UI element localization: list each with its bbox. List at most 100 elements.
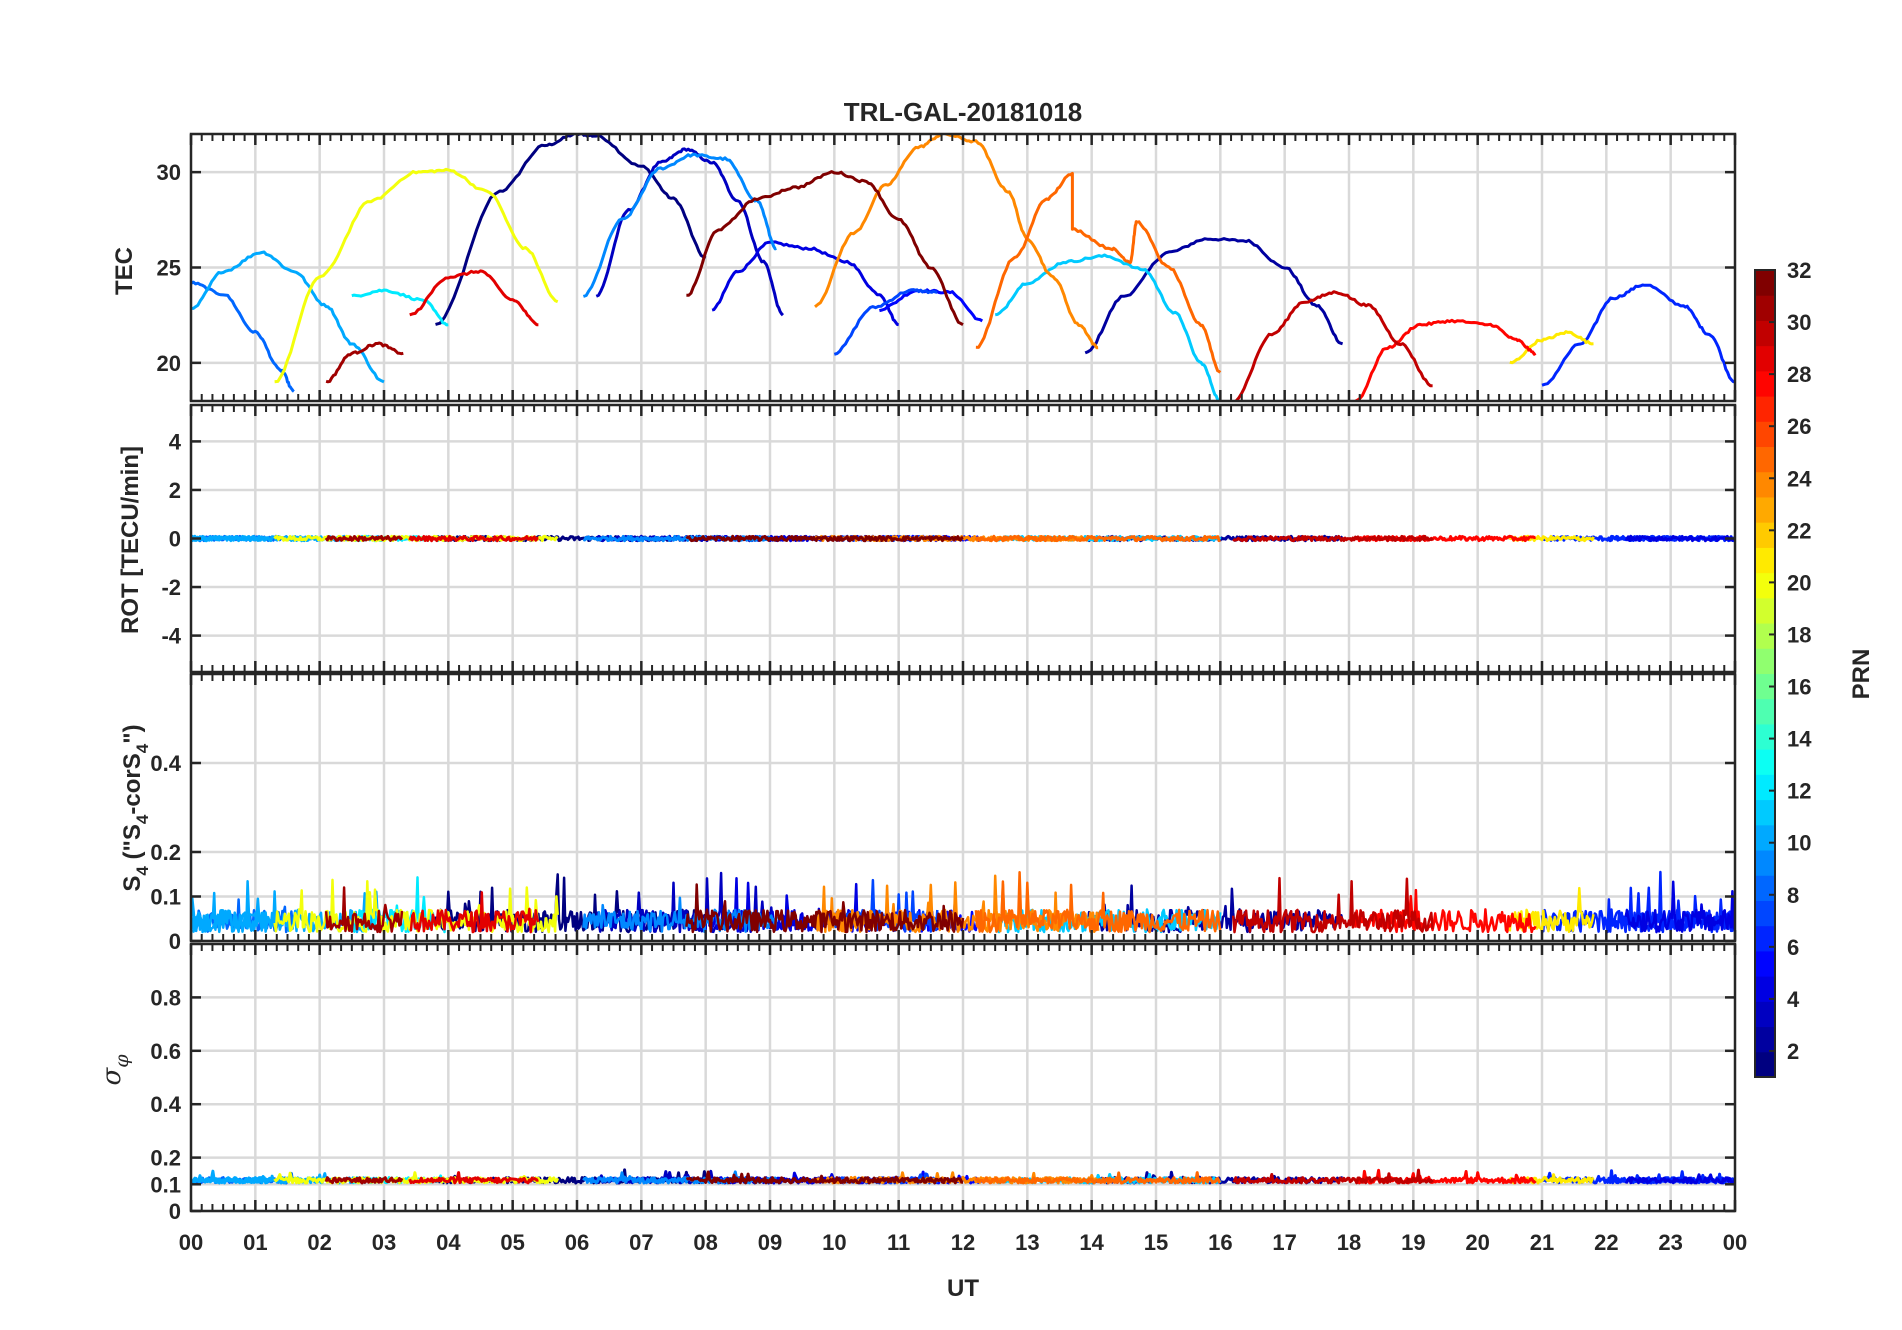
x-tick-label: 20	[1465, 1230, 1489, 1255]
x-axis-label: UT	[947, 1275, 979, 1302]
sigma-series-prn-30	[1232, 1168, 1434, 1185]
tec-series-prn-30	[1232, 290, 1433, 401]
colorbar-segment	[1755, 925, 1775, 952]
colorbar-segment	[1755, 850, 1775, 876]
colorbar-segment	[1755, 396, 1775, 422]
x-tick-label: 09	[758, 1230, 782, 1255]
x-tick-label: 00	[179, 1230, 203, 1255]
sigma-series-prn-31	[324, 1176, 404, 1185]
colorbar-segment	[1755, 295, 1775, 321]
s4-series-group	[191, 870, 1735, 934]
colorbar-segment	[1755, 673, 1775, 700]
tec-ytick-label: 30	[157, 160, 181, 185]
colorbar-segment	[1755, 345, 1775, 372]
sigma-ytick-label: 0	[169, 1199, 181, 1224]
sigma-series-prn-10	[191, 1174, 269, 1185]
rot-ytick-label: 4	[169, 429, 182, 454]
x-tick-label: 17	[1272, 1230, 1296, 1255]
tec-series-prn-24	[814, 134, 1099, 350]
colorbar-segment	[1755, 1001, 1775, 1028]
rot-ytick-label: -2	[161, 575, 181, 600]
tec-ylabel: TEC	[111, 247, 138, 295]
x-tick-labels: 00 01 02 03 04 05 06 07 08 09 10 11 12 13 14 15 16 17 18 19…	[179, 1230, 1747, 1255]
tec-series-prn-28	[1354, 318, 1537, 401]
colorbar-tick-label: 10	[1787, 831, 1811, 856]
rot-ytick-label: -4	[161, 624, 181, 649]
tec-series-prn-2	[1084, 237, 1344, 355]
tec-series-prn-32	[686, 170, 964, 327]
x-tick-label: 02	[307, 1230, 331, 1255]
s4-series-prn-10	[191, 890, 384, 934]
sigma-ytick-label: 0.2	[150, 1146, 181, 1171]
rot-series-prn-10	[191, 534, 268, 543]
sigma-series-prn-4	[1624, 1173, 1735, 1185]
colorbar-tick-label: 32	[1787, 258, 1811, 283]
colorbar-segment	[1755, 370, 1775, 397]
rot-series-prn-31	[324, 534, 404, 542]
s4-series-prn-25	[974, 870, 1222, 934]
chart-title: TRL-GAL-20181018	[844, 97, 1082, 127]
s4-series-prn-10	[191, 880, 269, 934]
s4-series-prn-21	[1508, 886, 1595, 934]
sigma-ylabel: σφ	[97, 1054, 133, 1086]
tec-ytick-label: 20	[157, 351, 181, 376]
rot-series-prn-29	[408, 534, 539, 543]
colorbar-tick-label: 4	[1787, 987, 1800, 1012]
sigma-panel: 00.10.2 0.4 0.6 0.8	[150, 942, 1737, 1224]
x-tick-label: 08	[693, 1230, 717, 1255]
colorbar-label: PRN	[1848, 649, 1875, 700]
s4-series-prn-32	[685, 883, 965, 934]
tec-series-prn-7	[833, 288, 938, 356]
sigma-series-prn-32	[685, 1170, 964, 1185]
x-tick-label: 03	[372, 1230, 396, 1255]
colorbar-segment	[1755, 976, 1775, 1002]
tec-series-prn-11	[994, 253, 1222, 401]
colorbar-segment	[1755, 875, 1775, 901]
colorbar-segment	[1755, 1026, 1775, 1053]
sigma-series-prn-29	[408, 1171, 539, 1185]
x-tick-label: 16	[1208, 1230, 1232, 1255]
colorbar-tick-label: 18	[1787, 622, 1811, 647]
colorbar-frame	[1754, 269, 1776, 1078]
s4-series-prn-29	[409, 891, 540, 934]
sigma-ytick-label: 0.6	[150, 1039, 181, 1064]
colorbar-segment	[1755, 320, 1775, 347]
s4-ylabel: S4 ("S4-corS4")	[119, 724, 152, 891]
rot-ytick-label: 2	[169, 478, 181, 503]
colorbar-segment	[1755, 547, 1775, 574]
colorbar-tick-label: 28	[1787, 362, 1811, 387]
s4-series-prn-30	[1231, 876, 1434, 934]
s4-panel: 0 0.1 0.2 0.4	[150, 672, 1737, 954]
tec-series-prn-10	[191, 250, 385, 384]
tec-series-prn-20	[274, 167, 559, 384]
tec-series-prn-29	[409, 269, 539, 327]
s4-ytick-label: 0.1	[150, 885, 181, 910]
x-tick-label: 14	[1079, 1230, 1104, 1255]
x-tick-label: 12	[951, 1230, 975, 1255]
rot-series-group	[191, 534, 1735, 543]
x-tick-label: 10	[822, 1230, 846, 1255]
s4-series-prn-1	[434, 873, 707, 934]
colorbar-tick-label: 8	[1787, 883, 1799, 908]
rot-ytick-label: 0	[169, 527, 181, 552]
colorbar-tick-label: 22	[1787, 518, 1811, 543]
colorbar-tick-label: 16	[1787, 675, 1811, 700]
sigma-ytick-label: 0.8	[150, 985, 181, 1010]
sigma-series-group	[191, 1168, 1735, 1185]
x-tick-label: 06	[565, 1230, 589, 1255]
tec-series-prn-8	[191, 280, 295, 393]
colorbar-tick-label: 20	[1787, 570, 1811, 595]
colorbar-segment	[1755, 421, 1775, 448]
tec-series-prn-25	[975, 171, 1222, 374]
colorbar-segment	[1755, 723, 1775, 750]
x-tick-label: 19	[1401, 1230, 1425, 1255]
tec-panel: 20 25 30	[157, 132, 1737, 403]
colorbar-segment	[1755, 522, 1775, 548]
colorbar-segment	[1755, 597, 1775, 624]
sigma-ytick-label: 0.4	[150, 1092, 181, 1117]
x-tick-label: 18	[1337, 1230, 1361, 1255]
x-tick-label: 00	[1723, 1230, 1747, 1255]
colorbar-segment	[1755, 774, 1775, 801]
